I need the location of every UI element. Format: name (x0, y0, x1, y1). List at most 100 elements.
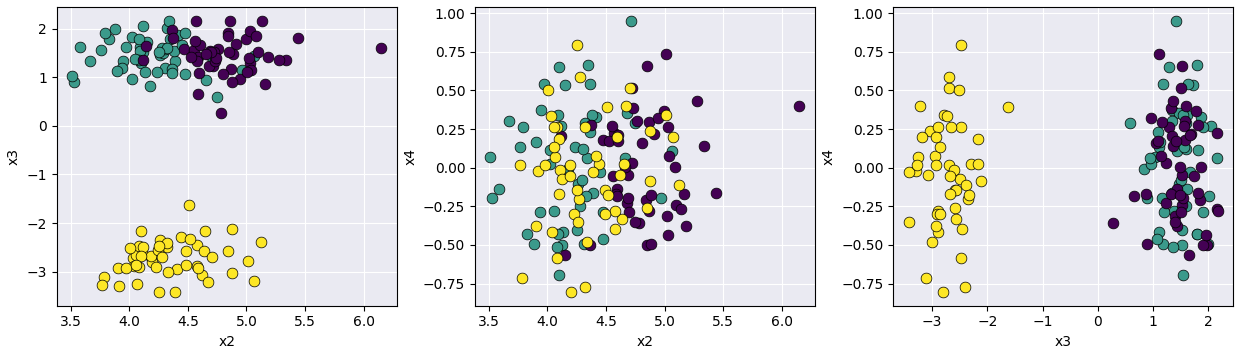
Point (185, 38, 205, 44)
Point (1141, 115, 1161, 121)
Point (136, 43, 156, 49)
Y-axis label: x3: x3 (7, 148, 21, 165)
Point (577, 240, 596, 245)
Point (1162, 108, 1182, 113)
Point (165, 289, 185, 295)
Point (606, 193, 626, 199)
Point (202, 254, 222, 260)
Point (583, 170, 603, 176)
Point (928, 230, 947, 235)
Point (1167, 148, 1187, 154)
Point (1179, 132, 1199, 137)
Point (1187, 231, 1207, 237)
Point (188, 91, 208, 97)
Point (534, 82, 554, 87)
Point (172, 42, 192, 48)
Point (554, 252, 574, 258)
Point (998, 104, 1018, 110)
Point (575, 120, 595, 126)
Point (126, 262, 146, 267)
Point (154, 50, 174, 56)
Point (687, 98, 707, 104)
Point (1190, 164, 1210, 169)
Point (108, 68, 128, 74)
Point (559, 162, 579, 168)
Point (578, 155, 598, 161)
Point (211, 110, 231, 116)
Point (606, 134, 626, 140)
Point (489, 186, 508, 192)
Point (1176, 118, 1195, 124)
Point (81, 58, 100, 63)
Point (538, 87, 558, 93)
Point (631, 140, 651, 146)
Point (939, 162, 959, 168)
Point (641, 241, 661, 247)
Point (1102, 220, 1122, 226)
Point (62, 73, 82, 78)
Point (129, 57, 149, 62)
Point (196, 229, 216, 234)
Point (1208, 209, 1228, 214)
Point (658, 232, 678, 237)
Point (945, 205, 965, 211)
Point (1187, 62, 1207, 68)
Point (657, 213, 677, 219)
Point (1178, 82, 1198, 87)
Point (1184, 173, 1204, 178)
Point (707, 190, 727, 196)
Point (1173, 112, 1193, 118)
Point (140, 83, 160, 88)
Point (929, 208, 949, 213)
Point (1166, 213, 1185, 219)
Point (582, 122, 601, 128)
Point (241, 67, 260, 73)
Point (1172, 242, 1192, 247)
Point (187, 242, 207, 248)
Point (940, 191, 960, 197)
Point (155, 66, 175, 71)
Point (143, 259, 162, 265)
Point (568, 219, 588, 225)
Point (94, 274, 114, 280)
Point (512, 275, 532, 281)
Point (1193, 242, 1213, 248)
Point (1137, 195, 1157, 201)
Point (1148, 129, 1168, 135)
Point (511, 162, 531, 168)
Point (1163, 244, 1183, 250)
Point (541, 147, 560, 153)
Point (569, 196, 589, 202)
Point (201, 49, 221, 55)
Point (609, 132, 629, 137)
Point (549, 136, 569, 141)
Point (625, 120, 645, 126)
Point (1140, 155, 1159, 161)
Point (651, 195, 671, 201)
Point (134, 244, 154, 250)
Point (548, 272, 568, 278)
Point (553, 230, 573, 235)
Point (580, 129, 600, 135)
Point (619, 172, 639, 178)
Point (1208, 155, 1228, 161)
Point (559, 173, 579, 179)
Point (141, 254, 161, 260)
Point (105, 26, 125, 32)
Point (164, 35, 184, 41)
Point (1169, 111, 1189, 116)
Point (906, 168, 926, 173)
Point (222, 79, 242, 85)
Point (1153, 241, 1173, 247)
Point (1172, 227, 1192, 232)
Point (219, 49, 239, 55)
Point (160, 36, 180, 42)
Point (595, 187, 615, 193)
Point (207, 55, 227, 61)
Point (1173, 272, 1193, 278)
Point (167, 266, 187, 272)
Point (1133, 166, 1153, 172)
Point (1198, 241, 1218, 246)
Point (123, 255, 143, 261)
Point (1162, 133, 1182, 139)
